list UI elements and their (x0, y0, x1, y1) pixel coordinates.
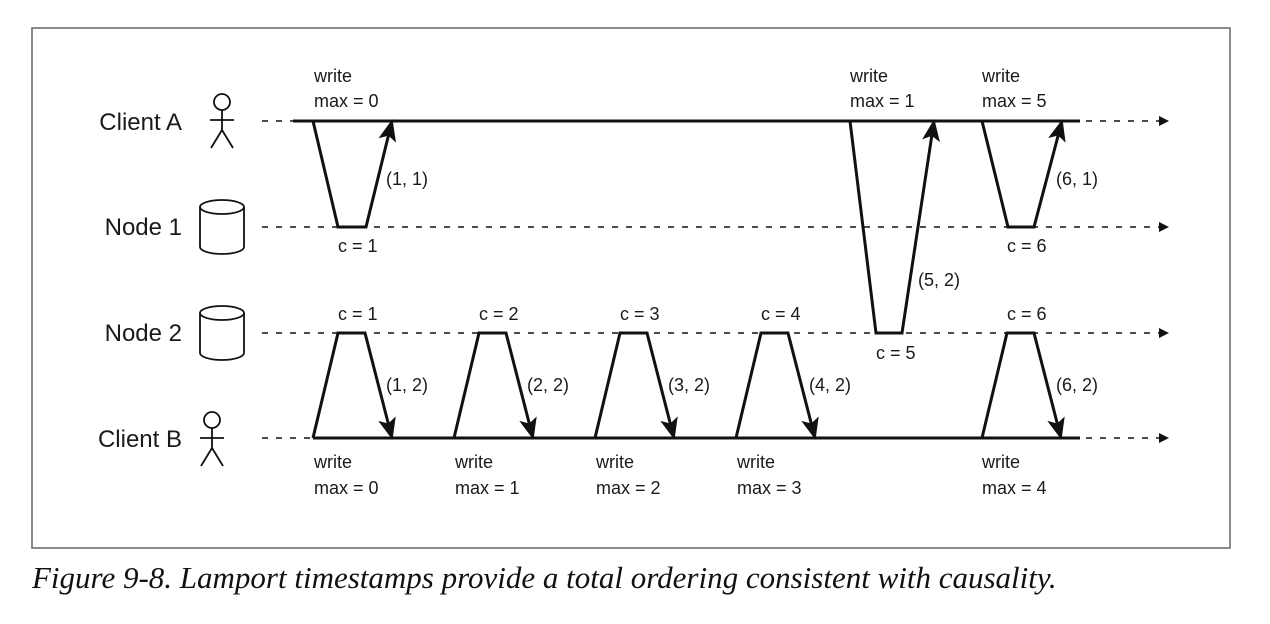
database-cylinder-icon (199, 305, 245, 361)
max-label: max = 1 (455, 478, 520, 498)
process-label-node-1: Node 1 (105, 214, 182, 241)
timestamp-label: (3, 2) (668, 375, 710, 395)
timestamp-label: (1, 2) (386, 375, 428, 395)
process-label-node-2: Node 2 (105, 320, 182, 347)
counter-label: c = 5 (876, 343, 916, 363)
counter-label: c = 1 (338, 304, 378, 324)
message-b-node2-3 (593, 331, 678, 440)
message-a-node1-1 (311, 119, 396, 229)
max-label: max = 0 (314, 478, 379, 498)
write-label: write (736, 452, 775, 472)
counter-label: c = 4 (761, 304, 801, 324)
max-label: max = 0 (314, 91, 379, 111)
message-a-node2 (848, 119, 940, 335)
write-label: write (981, 452, 1020, 472)
write-label: write (849, 66, 888, 86)
message-b-node2-1 (311, 331, 396, 440)
person-icon (200, 411, 224, 467)
message-a-node1-2 (980, 119, 1066, 229)
max-label: max = 3 (737, 478, 802, 498)
timestamp-label: (6, 2) (1056, 375, 1098, 395)
counter-label: c = 3 (620, 304, 660, 324)
diagram-frame (31, 27, 1231, 549)
figure-caption: Figure 9-8. Lamport timestamps provide a… (31, 560, 1057, 595)
max-label: max = 1 (850, 91, 915, 111)
write-label: write (313, 452, 352, 472)
timestamp-label: (6, 1) (1056, 169, 1098, 189)
max-label: max = 5 (982, 91, 1047, 111)
max-label: max = 2 (596, 478, 661, 498)
database-cylinder-icon (199, 199, 245, 255)
message-b-node2-4 (734, 331, 819, 440)
message-b-node2-2 (452, 331, 537, 440)
process-label-client-a: Client A (99, 109, 182, 136)
write-label: write (981, 66, 1020, 86)
counter-label: c = 2 (479, 304, 519, 324)
write-label: write (313, 66, 352, 86)
counter-label: c = 6 (1007, 236, 1047, 256)
process-label-client-b: Client B (98, 426, 182, 453)
max-label: max = 4 (982, 478, 1047, 498)
timestamp-label: (1, 1) (386, 169, 428, 189)
timestamp-label: (2, 2) (527, 375, 569, 395)
person-icon (210, 93, 234, 149)
message-b-node2-5 (980, 331, 1065, 440)
write-label: write (595, 452, 634, 472)
write-label: write (454, 452, 493, 472)
counter-label: c = 1 (338, 236, 378, 256)
counter-label: c = 6 (1007, 304, 1047, 324)
timestamp-label: (4, 2) (809, 375, 851, 395)
timestamp-label: (5, 2) (918, 270, 960, 290)
